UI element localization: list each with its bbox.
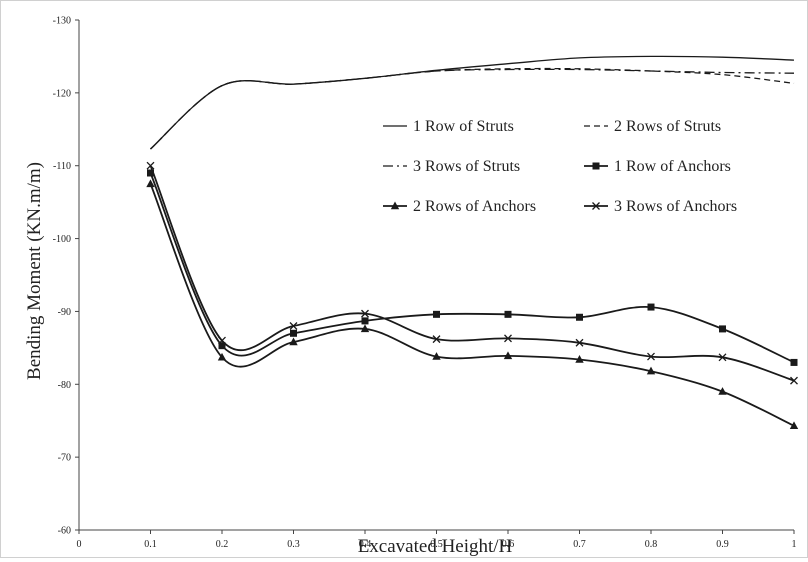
- y-tick-label: -110: [53, 161, 71, 172]
- data-point-3-rows-of-anchors: [575, 338, 584, 347]
- legend-marker-3-rows-of-anchors: [592, 202, 600, 210]
- legend-label-3-rows-of-struts: 3 Rows of Struts: [413, 158, 520, 175]
- x-tick-label: 0.3: [287, 539, 300, 550]
- data-point-3-rows-of-anchors: [504, 334, 512, 343]
- x-tick-label: 0: [77, 539, 82, 550]
- legend: 1 Row of Struts 2 Rows of Struts 3 Rows of…: [383, 118, 737, 215]
- axes: [75, 19, 795, 534]
- y-tick-label: -80: [58, 380, 71, 391]
- x-axis-title: Excavated Height/H: [358, 536, 513, 557]
- series-line-3-rows-of-struts: [150, 68, 795, 150]
- tick-labels: 0 0.1 0.2 0.3 0.4 0.5 0.6 0.7 0.8 0.9 1 -60 -70 -80 -9…: [53, 16, 797, 551]
- x-tick-label: 0.1: [144, 539, 157, 550]
- series-line-1-row-of-anchors: [149, 172, 795, 364]
- series-lines: [149, 55, 795, 427]
- y-axis-title: Bending Moment (KN.m/m): [24, 162, 45, 380]
- x-tick-label: 0.8: [645, 539, 658, 550]
- legend-marker-2-rows-of-anchors: [390, 201, 400, 210]
- x-tick-label: 0.9: [716, 539, 729, 550]
- data-point-2-rows-of-anchors: [217, 352, 227, 361]
- legend-label-1-row-of-anchors: 1 Row of Anchors: [614, 158, 731, 175]
- data-point-3-rows-of-anchors: [361, 309, 369, 318]
- x-tick-label: 0.5: [430, 539, 443, 550]
- data-point-3-rows-of-anchors: [718, 353, 727, 362]
- data-point-3-rows-of-anchors: [289, 322, 298, 330]
- data-point-1-row-of-anchors: [576, 313, 583, 321]
- data-point-2-rows-of-anchors: [360, 324, 370, 333]
- data-point-3-rows-of-anchors: [647, 352, 655, 361]
- data-point-2-rows-of-anchors: [503, 351, 513, 360]
- series-line-2-rows-of-anchors: [149, 183, 795, 427]
- data-point-2-rows-of-anchors: [646, 366, 656, 375]
- data-point-2-rows-of-anchors: [289, 337, 298, 346]
- x-tick-label: 0.7: [573, 539, 586, 550]
- data-point-1-row-of-anchors: [147, 169, 154, 177]
- legend-marker-1-row-of-anchors: [592, 162, 600, 170]
- y-tick-label: -120: [53, 88, 71, 99]
- legend-label-2-rows-of-struts: 2 Rows of Struts: [614, 118, 721, 135]
- series-line-3-rows-of-anchors: [149, 165, 795, 382]
- data-point-1-row-of-anchors: [290, 329, 297, 337]
- data-point-2-rows-of-anchors: [146, 179, 155, 188]
- data-point-1-row-of-anchors: [790, 358, 798, 366]
- data-point-2-rows-of-anchors: [718, 387, 727, 395]
- data-point-3-rows-of-anchors: [432, 335, 441, 344]
- data-point-3-rows-of-anchors: [146, 161, 155, 170]
- data-point-2-rows-of-anchors: [432, 352, 441, 360]
- y-tick-label: -70: [58, 453, 71, 464]
- data-point-1-row-of-anchors: [433, 310, 440, 318]
- data-point-3-rows-of-anchors: [218, 336, 226, 345]
- data-point-1-row-of-anchors: [218, 342, 226, 350]
- legend-label-3-rows-of-anchors: 3 Rows of Anchors: [614, 198, 737, 215]
- y-tick-label: -90: [58, 307, 71, 318]
- y-tick-label: -100: [53, 234, 71, 245]
- data-point-1-row-of-anchors: [504, 310, 512, 318]
- data-point-1-row-of-anchors: [647, 303, 655, 311]
- data-point-1-row-of-anchors: [719, 325, 726, 333]
- legend-label-1-row-of-struts: 1 Row of Struts: [413, 118, 514, 135]
- series-markers: [146, 161, 799, 430]
- y-tick-label: -130: [53, 16, 71, 27]
- x-tick-label: 1: [792, 539, 797, 550]
- x-tick-label: 0.2: [216, 539, 229, 550]
- data-point-3-rows-of-anchors: [790, 376, 798, 385]
- x-tick-label: 0.4: [359, 539, 372, 550]
- legend-label-2-rows-of-anchors: 2 Rows of Anchors: [413, 198, 536, 215]
- y-tick-label: -60: [58, 526, 71, 537]
- x-tick-label: 0.6: [502, 539, 515, 550]
- data-point-2-rows-of-anchors: [575, 355, 584, 363]
- data-point-1-row-of-anchors: [361, 317, 369, 325]
- data-point-2-rows-of-anchors: [789, 421, 799, 430]
